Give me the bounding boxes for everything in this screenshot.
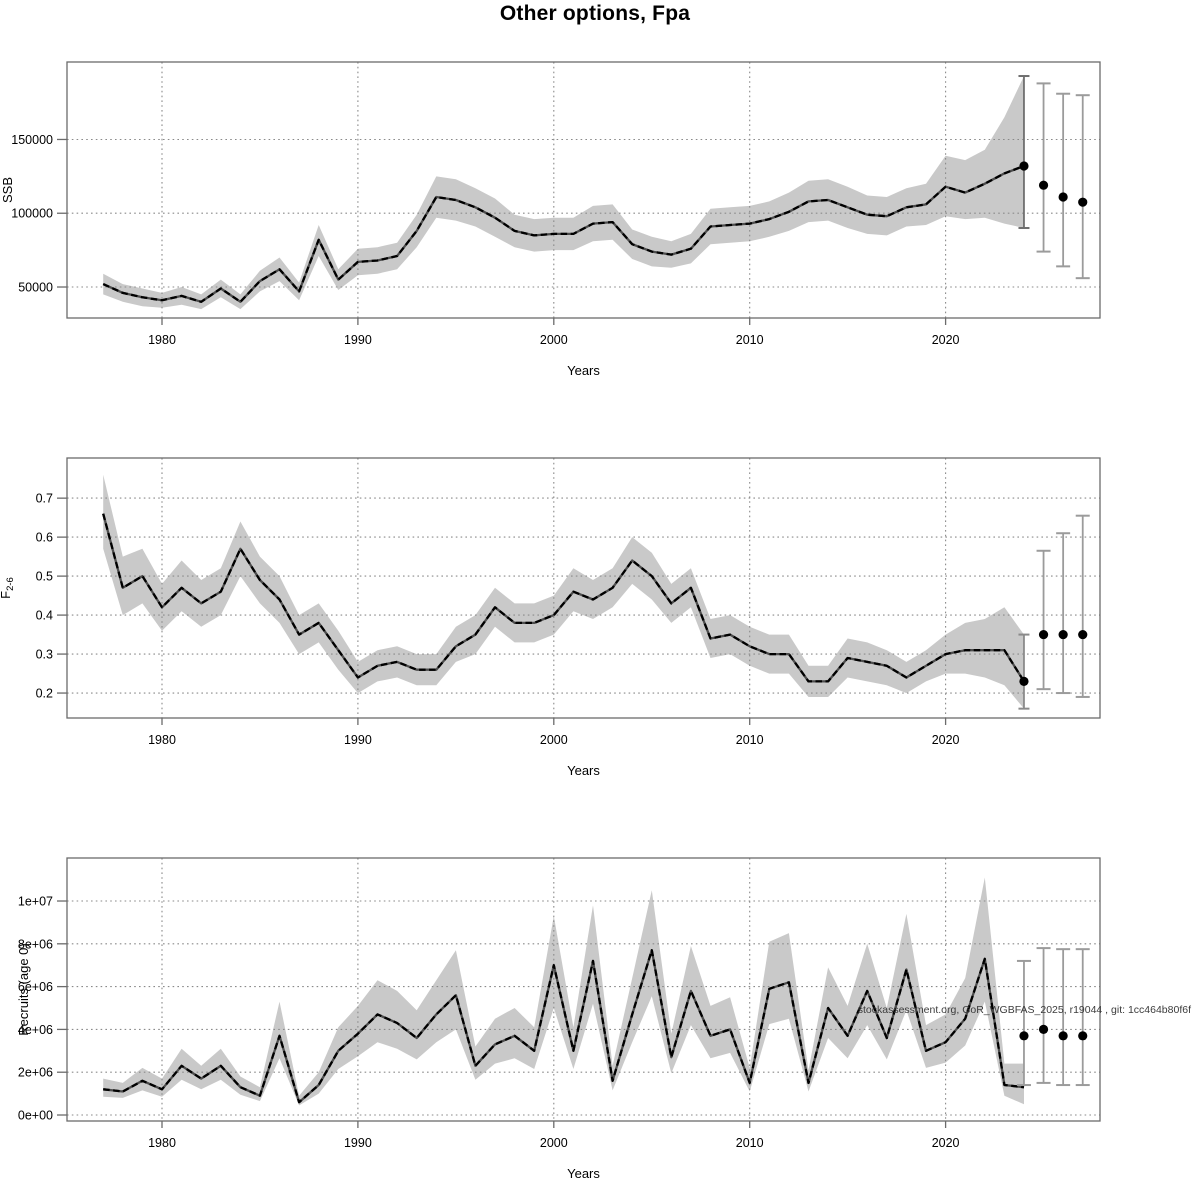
forecast-errorbar-2027 [1075, 94, 1090, 280]
forecast-errorbar-2027 [1075, 514, 1090, 698]
x-tick-label: 2020 [932, 733, 960, 747]
x-tick-label: 1980 [148, 333, 176, 347]
x-tick-label: 2020 [932, 333, 960, 347]
y-tick-label: 0e+00 [18, 1109, 53, 1123]
x-tick-label: 2020 [932, 1136, 960, 1150]
x-tick-label: 2010 [736, 1136, 764, 1150]
estimate-line-dashed [103, 949, 1025, 1104]
forecast-median-dot [1058, 192, 1068, 202]
x-tick-label: 2000 [540, 1136, 568, 1150]
y-axis-title: Recruits (age 0) [16, 943, 31, 1035]
panel-recruits: 0e+00 2e+06 4e+06 6e+06 8e+06 1e+07 1980 1990 20… [16, 857, 1191, 1181]
y-tick-label: 2e+06 [18, 1066, 53, 1080]
forecast-errorbar-2027 [1075, 948, 1090, 1087]
y-tick-label: 50000 [18, 281, 53, 295]
forecast-median-dot [1078, 197, 1088, 207]
forecast-errorbar-2025 [1036, 549, 1051, 691]
plot-box [66, 857, 1101, 1122]
forecast-median-dot [1038, 1024, 1049, 1035]
panel-ssb: 50000 100000 150000 1980 1990 2000 2010 2020 Yea… [0, 61, 1101, 378]
y-tick-label: 0.5 [36, 570, 53, 584]
forecast-errorbar-2024 [1016, 959, 1031, 1087]
y-tick-label: 0.4 [36, 609, 53, 623]
estimate-line-dashed [102, 164, 1025, 303]
figure-title: Other options, Fpa [499, 2, 691, 25]
forecast-errorbar-2026 [1056, 532, 1071, 695]
terminal-estimate-dot [1019, 676, 1029, 686]
forecast-errorbar-2025 [1036, 947, 1051, 1084]
x-axis-title: Years [567, 1166, 600, 1181]
y-tick-label: 0.2 [36, 687, 53, 701]
x-tick-label: 2010 [736, 733, 764, 747]
forecast-errorbar-2026 [1056, 92, 1071, 268]
forecast-errorbar-2025 [1036, 82, 1051, 253]
watermark-text: stockassessment.org, GoR_WGBFAS_2025, r1… [858, 1004, 1191, 1016]
x-axis-title: Years [567, 363, 600, 378]
forecast-median-dot [1058, 1031, 1068, 1041]
y-tick-label: 100000 [11, 207, 53, 221]
y-tick-label: 4e+06 [18, 1023, 53, 1037]
x-tick-label: 2000 [540, 733, 568, 747]
panel-fbar: 0.2 0.3 0.4 0.5 0.6 0.7 1980 1990 2000 2010 2020 Ye… [0, 457, 1101, 778]
y-axis-title: F̄2-6 [0, 577, 16, 599]
y-tick-label: 0.6 [36, 531, 53, 545]
x-tick-label: 1980 [148, 1136, 176, 1150]
plot-box [66, 457, 1101, 719]
confidence-band [103, 877, 1024, 1106]
y-tick-label: 150000 [11, 133, 53, 147]
y-tick-label: 0.3 [36, 648, 53, 662]
forecast-errorbar-2024 [1018, 633, 1030, 710]
x-tick-label: 1980 [148, 733, 176, 747]
y-tick-label: 8e+06 [18, 937, 53, 951]
forecast-errorbar-2024 [1018, 75, 1030, 229]
y-tick-label: 0.7 [36, 492, 53, 506]
forecast-median-dot [1019, 1031, 1029, 1041]
x-tick-label: 2010 [736, 333, 764, 347]
confidence-band [103, 76, 1024, 310]
y-tick-label: 1e+07 [18, 895, 53, 909]
x-tick-label: 1990 [344, 1136, 372, 1150]
estimate-line-dashed [102, 513, 1025, 683]
x-tick-label: 2000 [540, 333, 568, 347]
forecast-median-dot [1078, 629, 1088, 640]
forecast-errorbar-2026 [1056, 948, 1071, 1087]
terminal-estimate-dot [1019, 161, 1029, 171]
x-axis-title: Years [567, 763, 600, 778]
forecast-median-dot [1038, 629, 1049, 640]
y-axis-title: SSB [0, 177, 15, 203]
forecast-median-dot [1058, 629, 1068, 640]
x-tick-label: 1990 [344, 333, 372, 347]
forecast-median-dot [1038, 180, 1049, 190]
y-tick-label: 6e+06 [18, 980, 53, 994]
forecast-median-dot [1078, 1031, 1088, 1041]
plot-box [66, 61, 1101, 319]
confidence-band [103, 474, 1024, 709]
x-tick-label: 1990 [344, 733, 372, 747]
